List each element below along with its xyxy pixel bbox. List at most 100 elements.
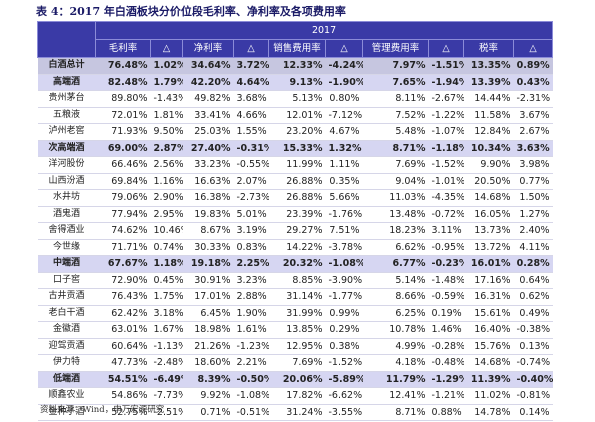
cell: -7.12% [325, 107, 363, 124]
corner [37, 21, 96, 58]
source: 资料来源：Wind，申万宏源研究 [40, 405, 165, 415]
row-label: 迎驾贡酒 [37, 338, 96, 355]
cell: -1.29% [428, 371, 464, 388]
table-row: 泸州老窖 71.93% 9.50% 25.03% 1.55% 23.20% 4.67% 5.4… [37, 123, 553, 141]
cell: -0.40% [513, 371, 553, 388]
cell: 0.45% [150, 272, 183, 289]
cell: 1.16% [150, 173, 183, 190]
cell: -0.48% [428, 354, 464, 372]
cell: 1.81% [150, 107, 183, 124]
cell: -1.48% [428, 272, 464, 289]
cell: -0.28% [428, 338, 464, 355]
cell: 5.66% [325, 189, 363, 207]
table-row: 酒鬼酒 77.94% 2.95% 19.83% 5.01% 23.39% -1.76% 13.… [37, 206, 553, 223]
cell: 29.27% [268, 222, 326, 240]
cell: 0.77% [513, 173, 553, 190]
row-label: 山西汾酒 [37, 173, 96, 190]
cell: -1.21% [428, 387, 464, 405]
cell: 17.16% [463, 272, 514, 289]
cell: 2.88% [233, 288, 269, 306]
row-label: 低端酒 [37, 371, 96, 388]
row-label: 顺鑫农业 [37, 387, 96, 405]
row-label: 舍得酒业 [37, 222, 96, 240]
row-label: 金种子酒 [37, 404, 96, 421]
cell: 0.74% [150, 239, 183, 256]
column-header: 管理费用率 [362, 39, 429, 58]
cell: 66.46% [95, 156, 151, 174]
cell: 1.11% [325, 156, 363, 174]
cell: 8.85% [268, 272, 326, 289]
cell: 9.90% [463, 156, 514, 174]
cell: 25.03% [182, 123, 234, 141]
cell: 2.87% [150, 140, 183, 157]
cell: 72.01% [95, 107, 151, 124]
cell: -1.94% [428, 74, 464, 91]
cell: -2.67% [428, 90, 464, 108]
cell: 2.90% [150, 189, 183, 207]
cell: -2.51% [150, 404, 183, 421]
cell: 17.01% [182, 288, 234, 306]
cell: 14.68% [463, 189, 514, 207]
cell: 16.05% [463, 206, 514, 223]
cell: -1.77% [325, 288, 363, 306]
cell: 6.25% [362, 305, 429, 322]
column-header: △ [512, 39, 554, 58]
table-row: 舍得酒业74.62%10.46%8.67%3.19%29.27%7.51%18.… [37, 222, 553, 240]
cell: -0.55% [233, 156, 269, 174]
cell: 8.66% [362, 288, 429, 306]
table-row: 中端酒67.67%1.18%19.18%2.25%20.32%-1.08%6.7… [37, 255, 553, 273]
cell: 1.55% [233, 123, 269, 141]
cell: -7.73% [150, 387, 183, 405]
cell: 3.63% [513, 140, 553, 157]
cell: 7.51% [325, 222, 363, 240]
cell: 0.89% [513, 57, 553, 75]
cell: 2.21% [233, 354, 269, 372]
cell: 17.82% [268, 387, 326, 405]
cell: 0.43% [513, 74, 553, 91]
cell: 12.84% [463, 123, 514, 141]
cell: 30.91% [182, 272, 234, 289]
cell: 13.85% [268, 321, 326, 339]
cell: 4.66% [233, 107, 269, 124]
cell: 6.62% [362, 239, 429, 256]
cell: 10.78% [362, 321, 429, 339]
cell: 2.25% [233, 255, 269, 273]
row-label: 泸州老窖 [37, 123, 96, 141]
cell: -1.23% [233, 338, 269, 355]
cell: -0.74% [513, 354, 553, 372]
column-header: 税率 [463, 39, 514, 58]
cell: 18.23% [362, 222, 429, 240]
cell: -3.90% [325, 272, 363, 289]
cell: 12.95% [268, 338, 326, 355]
cell: 54.86% [95, 387, 151, 405]
cell: 31.24% [268, 404, 326, 421]
cell: 8.39% [182, 371, 234, 388]
row-label: 古井贡酒 [37, 288, 96, 306]
cell: -1.52% [325, 354, 363, 372]
cell: 4.67% [325, 123, 363, 141]
cell: 12.33% [268, 57, 326, 75]
cell: 3.18% [150, 305, 183, 322]
cell: -5.89% [325, 371, 363, 388]
cell: 9.50% [150, 123, 183, 141]
cell: 7.97% [362, 57, 429, 75]
cell: 1.79% [150, 74, 183, 91]
cell: -1.43% [150, 90, 183, 108]
cell: 89.80% [95, 90, 151, 108]
cell: 1.90% [233, 305, 269, 322]
row-label: 贵州茅台 [37, 90, 96, 108]
cell: 0.29% [325, 321, 363, 339]
cell: 16.38% [182, 189, 234, 207]
header-row: 毛利率 △ 净利率 △ 销售费用率 △ 管理费用率 △ 税率 △ [38, 39, 554, 58]
header-row: 2017 [37, 21, 554, 58]
cell: -4.24% [325, 57, 363, 75]
cell: 0.49% [513, 305, 553, 322]
cell: 0.71% [182, 404, 234, 421]
cell: 11.39% [463, 371, 514, 388]
cell: -1.90% [325, 74, 363, 91]
table-row: 水井坊 79.06% 2.90% 16.38% -2.73% 26.88% 5.66% 11.… [37, 189, 553, 207]
cell: 23.20% [268, 123, 326, 141]
cell: 0.80% [325, 90, 363, 108]
row-label: 水井坊 [37, 189, 96, 207]
